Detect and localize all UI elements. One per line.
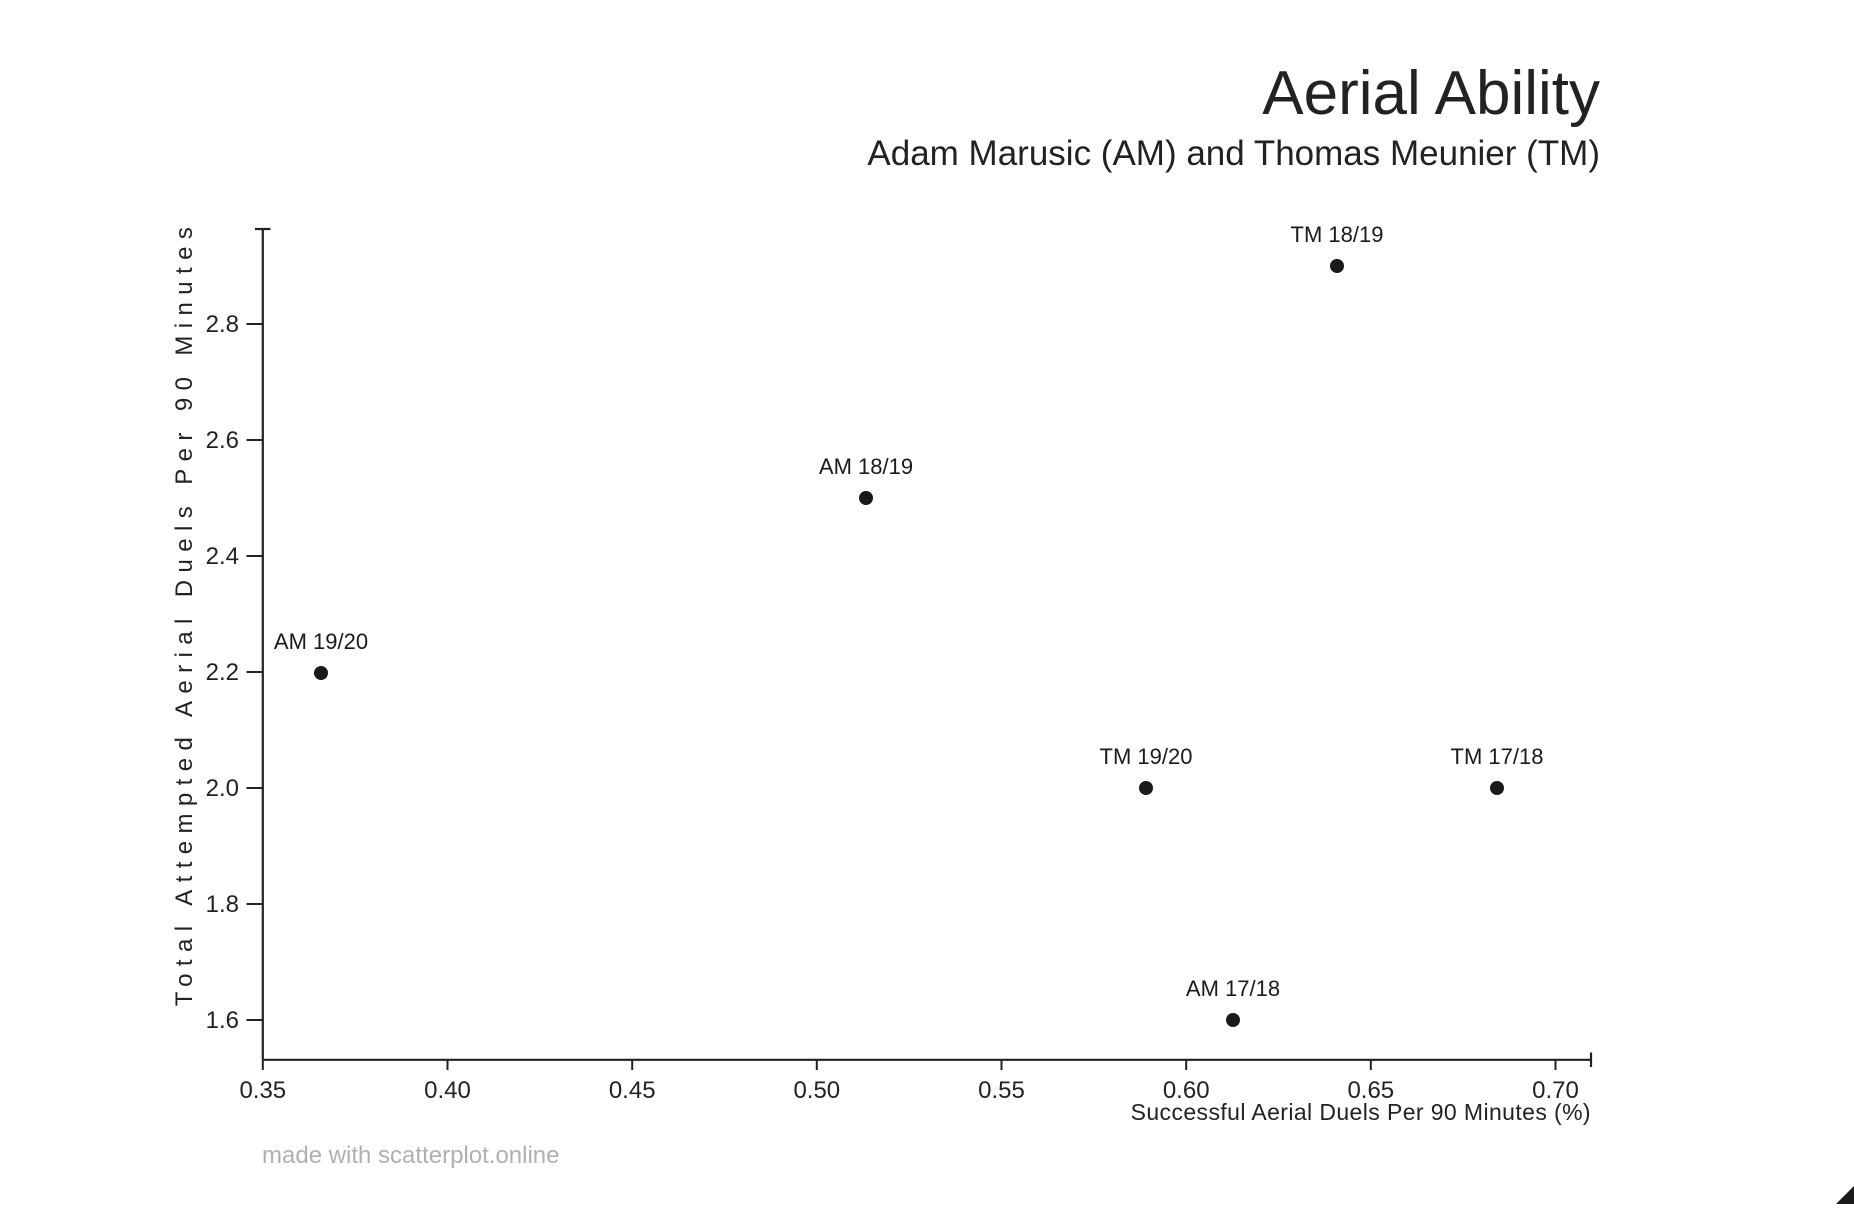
svg-text:AM 18/19: AM 18/19 [819,454,913,479]
svg-text:2.2: 2.2 [206,659,239,686]
svg-text:0.40: 0.40 [424,1077,471,1104]
svg-text:AM 19/20: AM 19/20 [274,629,368,654]
svg-text:Total Attempted Aerial Duels P: Total Attempted Aerial Duels Per 90 Minu… [171,220,198,1006]
svg-text:TM 17/18: TM 17/18 [1451,744,1544,769]
svg-text:TM 19/20: TM 19/20 [1100,744,1193,769]
svg-text:2.6: 2.6 [206,427,239,454]
svg-text:Successful Aerial Duels Per 90: Successful Aerial Duels Per 90 Minutes (… [1131,1099,1591,1125]
svg-text:2.8: 2.8 [206,311,239,338]
svg-text:TM 18/19: TM 18/19 [1291,222,1384,247]
svg-text:0.50: 0.50 [793,1077,840,1104]
svg-text:0.35: 0.35 [239,1077,286,1104]
svg-text:2.4: 2.4 [206,543,239,570]
svg-text:1.8: 1.8 [206,891,239,918]
svg-text:1.6: 1.6 [206,1007,239,1034]
svg-text:2.0: 2.0 [206,775,239,802]
svg-text:AM 17/18: AM 17/18 [1186,976,1280,1001]
svg-text:0.55: 0.55 [978,1077,1025,1104]
svg-text:0.45: 0.45 [609,1077,656,1104]
